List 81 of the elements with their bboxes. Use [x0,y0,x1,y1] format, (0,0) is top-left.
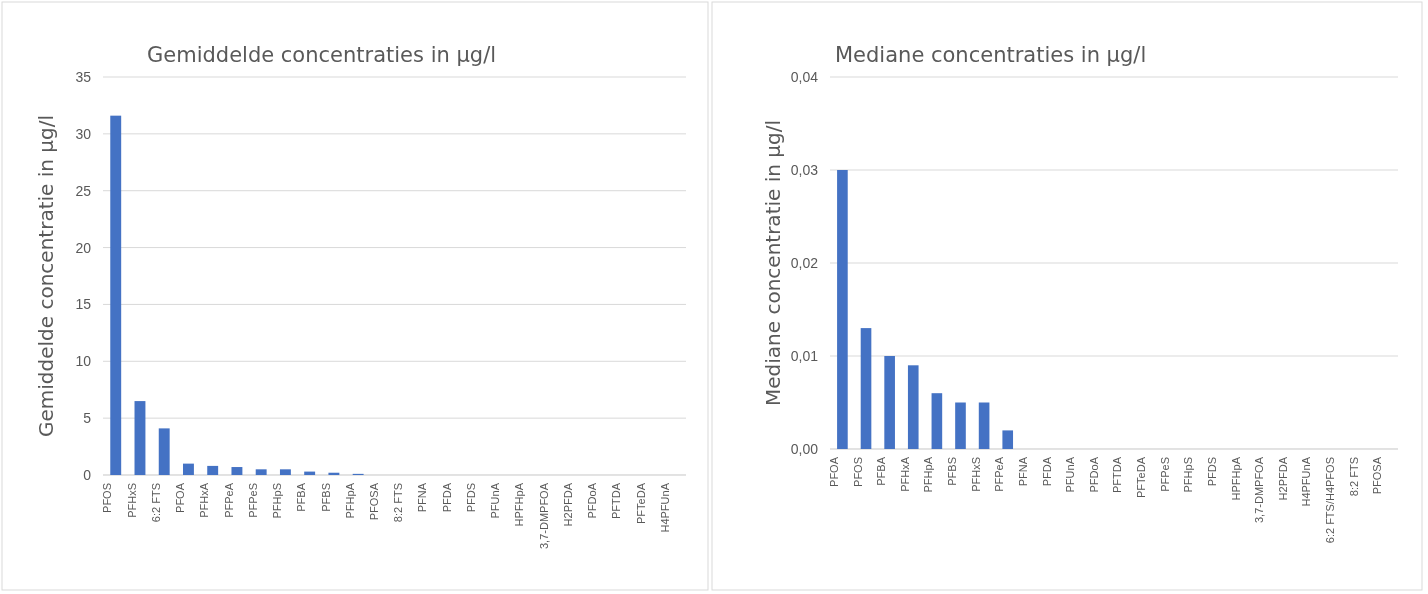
x-tick-label: PFDA [440,482,453,513]
y-tick-label: 10 [75,353,92,370]
x-tick-label: PFHpS [1182,457,1195,493]
x-tick-label: PFDoA [1087,456,1100,493]
y-axis-title: Mediane concentratie in µg/l [761,120,785,406]
x-tick-label: 3,7-DMPFOA [1253,456,1266,524]
x-tick-label: 8:2 FTS [392,483,405,523]
x-tick-label: HPFHpA [1229,456,1242,501]
chart-title: Mediane concentraties in µg/l [835,43,1147,67]
x-tick-label: PFHpA [922,456,935,493]
bar [110,115,122,475]
x-tick-label: PFUnA [489,482,502,519]
x-tick-label: PFOSA [367,482,380,521]
chart-title: Gemiddelde concentraties in µg/l [147,43,497,67]
y-tick-label: 20 [75,239,92,256]
y-tick-label: 0,02 [790,254,819,271]
x-tick-label: PFPeA [222,482,235,518]
y-tick-label: 0,04 [790,68,819,85]
y-tick-label: 30 [75,125,92,142]
x-tick-label: PFHxA [898,456,911,492]
bar [183,463,194,475]
x-tick-label: PFDA [1040,456,1053,487]
x-tick-label: PFOA [174,482,187,513]
y-tick-label: 5 [83,410,92,427]
bar [955,402,966,449]
x-tick-label: PFHxA [198,482,211,518]
bar [134,401,146,475]
x-tick-label: 3,7-DMPFOA [537,482,550,550]
x-tick-label: PFUnA [1064,456,1077,493]
x-tick-label: PFBS [319,483,332,512]
x-tick-label: PFDoA [586,482,599,519]
x-tick-label: PFDS [464,483,477,513]
bar [931,393,943,449]
x-tick-label: PFOS [101,483,114,513]
bar [158,428,170,475]
y-tick-label: 0,03 [790,161,819,178]
bar [907,365,919,449]
bar [279,469,291,475]
y-tick-label: 0,01 [790,347,819,364]
bar [207,465,219,475]
x-tick-label: PFTeDA [1135,456,1148,498]
x-tick-label: PFOA [828,456,840,487]
x-tick-label: 6:2 FTS [149,483,162,523]
y-axis-title: Gemiddelde concentratie in µg/l [34,114,58,438]
x-tick-label: H4PFUnA [1300,456,1313,507]
y-tick-label: 0 [83,466,92,483]
x-tick-label: PFTDA [1111,456,1124,494]
bar [1002,430,1014,449]
x-tick-label: PFOSA [1371,456,1384,495]
x-tick-label: PFPeA [993,456,1006,492]
y-tick-label: 25 [75,182,92,199]
x-tick-label: PFBA [875,456,888,486]
x-tick-label: H4PFUnA [658,482,671,533]
x-tick-label: PFNA [416,482,429,513]
x-tick-label: PFTDA [610,482,623,520]
x-tick-label: PFHpA [343,482,356,519]
y-tick-label: 35 [75,68,92,85]
bar [255,469,267,475]
x-tick-label: PFOS [851,457,864,487]
x-tick-label: PFPeS [1158,457,1171,492]
x-tick-label: 6:2 FTS/H4PFOS [1323,457,1336,544]
x-tick-label: PFBS [946,457,959,486]
y-tick-label: 15 [75,296,92,313]
x-tick-label: PFNA [1016,456,1029,487]
x-tick-label: PFHxS [969,457,982,492]
bar [231,467,243,475]
x-tick-label: 8:2 FTS [1347,457,1360,497]
x-tick-label: H2PFDA [1276,456,1289,501]
x-tick-label: PFPeS [246,483,259,518]
bar [837,170,848,449]
x-tick-label: PFBA [295,482,308,512]
x-tick-label: H2PFDA [561,482,574,527]
bar [860,328,872,449]
x-tick-label: HPFHpA [513,482,526,527]
bar [978,402,990,449]
y-tick-label: 0,00 [790,440,819,457]
x-tick-label: PFHxS [125,483,138,518]
bar [884,356,895,449]
x-tick-label: PFTeDA [634,482,647,524]
x-tick-label: PFDS [1205,457,1218,487]
x-tick-label: PFHpS [271,483,284,519]
